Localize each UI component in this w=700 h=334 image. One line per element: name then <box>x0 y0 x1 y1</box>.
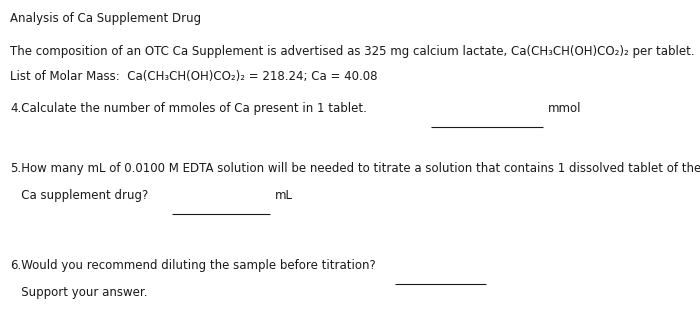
Text: mmol: mmol <box>547 102 581 115</box>
Text: List of Molar Mass:  Ca(CH₃CH(OH)CO₂)₂ = 218.24; Ca = 40.08: List of Molar Mass: Ca(CH₃CH(OH)CO₂)₂ = … <box>10 70 378 83</box>
Text: 6.: 6. <box>10 259 22 272</box>
Text: Ca supplement drug?: Ca supplement drug? <box>10 189 148 202</box>
Text: 5.: 5. <box>10 162 22 175</box>
Text: How many mL of 0.0100 M EDTA solution will be needed to titrate a solution that : How many mL of 0.0100 M EDTA solution wi… <box>10 162 700 175</box>
Text: Would you recommend diluting the sample before titration?: Would you recommend diluting the sample … <box>10 259 377 272</box>
Text: Calculate the number of mmoles of Ca present in 1 tablet.: Calculate the number of mmoles of Ca pre… <box>10 102 368 115</box>
Text: The composition of an OTC Ca Supplement is advertised as 325 mg calcium lactate,: The composition of an OTC Ca Supplement … <box>10 45 695 58</box>
Text: 4.: 4. <box>10 102 22 115</box>
Text: Support your answer.: Support your answer. <box>10 286 148 299</box>
Text: mL: mL <box>274 189 293 202</box>
Text: Analysis of Ca Supplement Drug: Analysis of Ca Supplement Drug <box>10 12 202 25</box>
